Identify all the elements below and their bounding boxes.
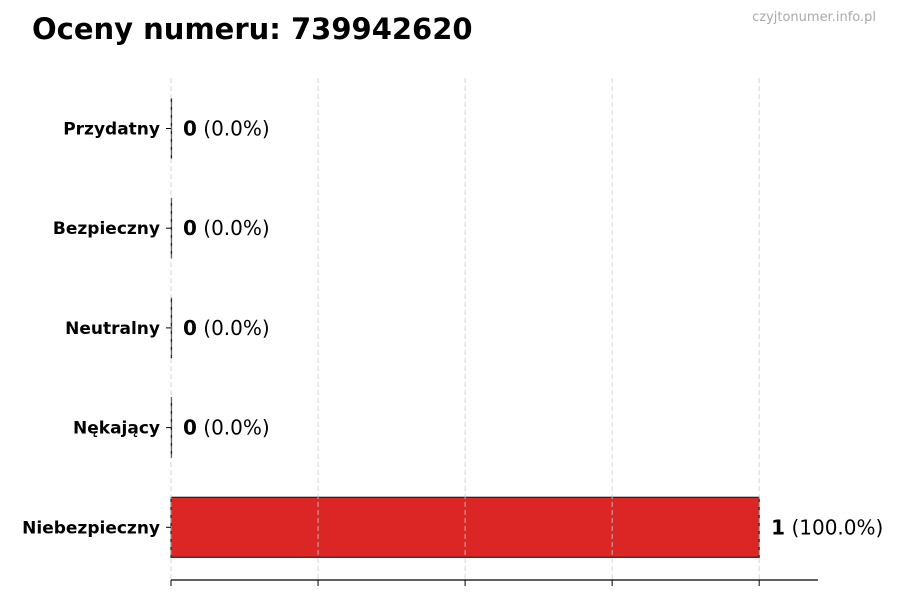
data-label-percent: (0.0%): [197, 316, 270, 340]
y-tick-label: Nękający: [73, 419, 160, 439]
data-label-percent: (0.0%): [197, 117, 270, 141]
data-label: 0 (0.0%): [183, 416, 270, 440]
data-label-count: 0: [183, 416, 197, 440]
y-tick-label: Neutralny: [65, 319, 160, 339]
y-tick-label: Niebezpieczny: [22, 518, 160, 538]
y-tick-label: Bezpieczny: [53, 219, 160, 239]
chart-title: Oceny numeru: 739942620: [32, 12, 473, 46]
data-label-count: 0: [183, 316, 197, 340]
data-label: 0 (0.0%): [183, 216, 270, 240]
data-label: 0 (0.0%): [183, 117, 270, 141]
data-label-percent: (100.0%): [785, 515, 883, 539]
data-label-percent: (0.0%): [197, 416, 270, 440]
data-label-count: 0: [183, 216, 197, 240]
data-label: 1 (100.0%): [771, 515, 883, 539]
data-label: 0 (0.0%): [183, 316, 270, 340]
data-label-count: 0: [183, 117, 197, 141]
data-label-count: 1: [771, 515, 785, 539]
watermark: czyjtonumer.info.pl: [752, 10, 876, 25]
data-label-percent: (0.0%): [197, 216, 270, 240]
y-tick-label: Przydatny: [63, 120, 160, 140]
